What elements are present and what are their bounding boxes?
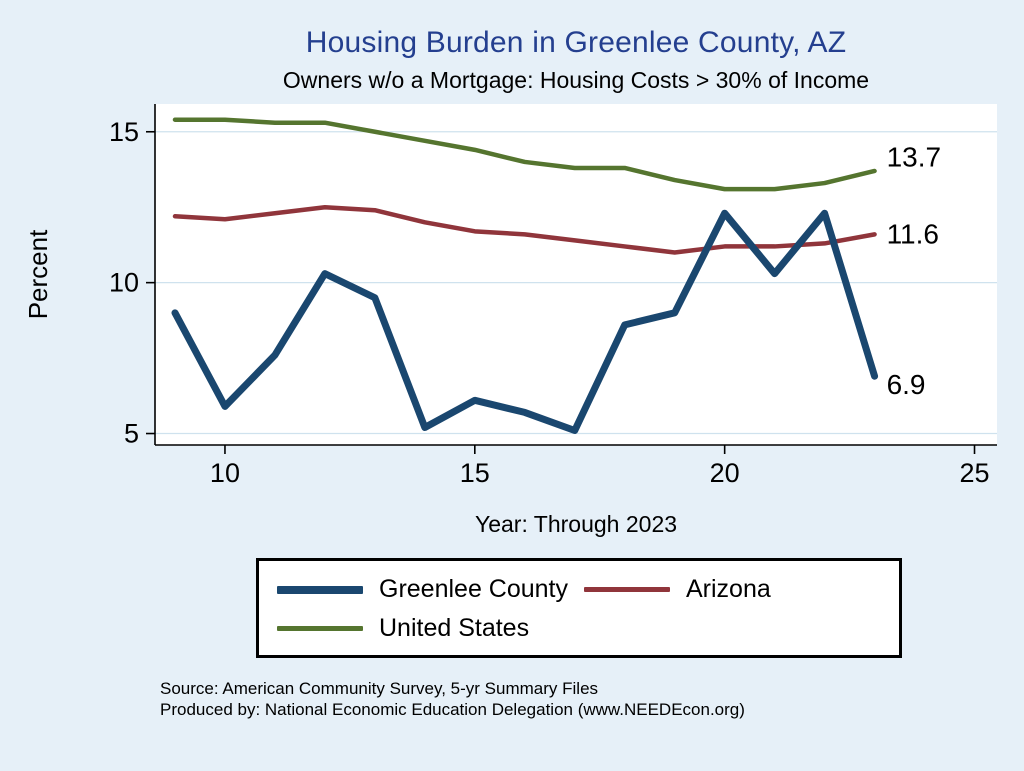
arizona-line-swatch	[584, 587, 670, 592]
chart-page: Housing Burden in Greenlee County, AZ Ow…	[0, 26, 1024, 771]
series-line-united-states	[172, 117, 877, 192]
produced-by-line: Produced by: National Economic Education…	[160, 700, 745, 720]
x-tick-label: 10	[210, 458, 240, 488]
chart-title: Housing Burden in Greenlee County, AZ	[305, 26, 847, 59]
legend-item-arizona: Arizona	[584, 575, 881, 604]
legend: Greenlee County Arizona United States	[256, 558, 902, 658]
y-tick-label: 5	[124, 419, 139, 449]
legend-label: Arizona	[686, 575, 771, 603]
x-tick-label: 25	[959, 458, 989, 488]
united-states-line-swatch	[277, 626, 363, 631]
plot-area: 5 10 15 10 15 20 25 13.7 11.6 6.9 Percent	[7, 98, 1024, 503]
y-tick-label: 15	[109, 117, 139, 147]
y-tick-label: 10	[109, 268, 139, 298]
chart-subtitle: Owners w/o a Mortgage: Housing Costs > 3…	[282, 67, 870, 93]
greenlee-county-line-swatch	[277, 585, 363, 594]
legend-item-greenlee-county: Greenlee County	[277, 575, 574, 604]
legend-label: Greenlee County	[379, 575, 569, 603]
source-note: Source: American Community Survey, 5-yr …	[160, 678, 1024, 721]
x-tick-label: 20	[710, 458, 740, 488]
end-value-label: 11.6	[887, 218, 939, 249]
series-line-greenlee-county	[171, 209, 879, 435]
legend-label: United States	[379, 614, 530, 642]
plot-background	[155, 104, 997, 445]
x-axis-title: Year: Through 2023	[474, 511, 678, 537]
y-axis-title: Percent	[23, 229, 53, 319]
line-chart: 5 10 15 10 15 20 25 13.7 11.6 6.9 Percent	[23, 104, 997, 488]
series-line-arizona	[172, 204, 877, 255]
x-tick-label: 15	[460, 458, 490, 488]
source-line: Source: American Community Survey, 5-yr …	[160, 679, 599, 698]
end-value-label: 13.7	[887, 141, 942, 172]
end-value-label: 6.9	[887, 369, 926, 400]
legend-item-united-states: United States	[277, 614, 574, 643]
